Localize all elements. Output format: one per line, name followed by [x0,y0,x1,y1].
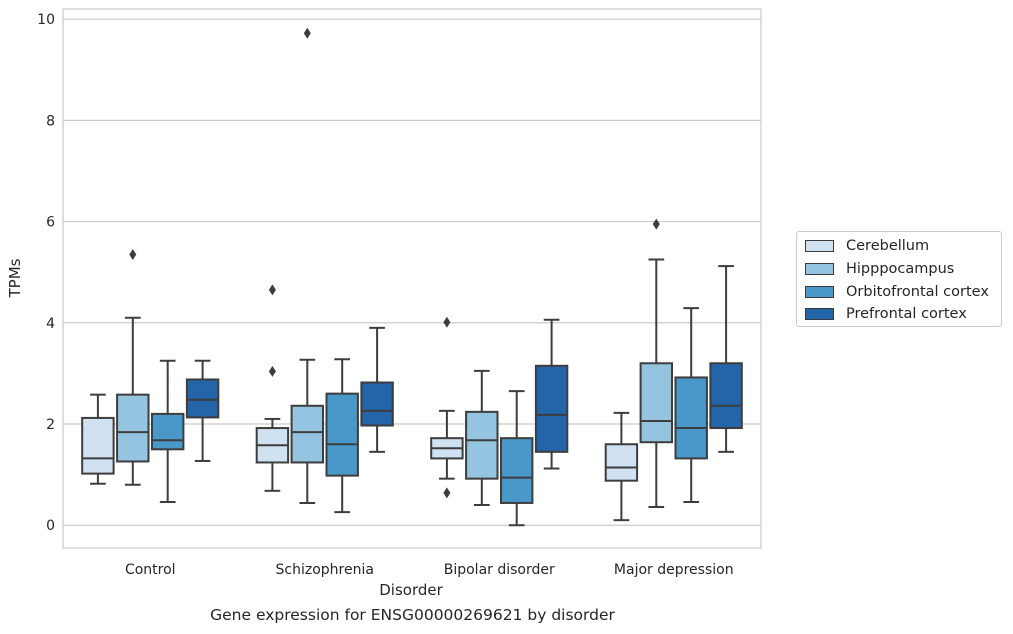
outlier-point [443,316,451,328]
outlier-point [268,365,276,377]
legend-swatch-hippocampus [805,263,834,275]
box-iqr [290,404,325,464]
y-tick-label: 10 [37,12,55,28]
legend: Cerebellum Hipppocampus Orbitofrontal co… [796,231,1002,327]
box-0-2 [430,316,464,499]
box-iqr [534,364,569,453]
legend-swatch-cerebellum [805,240,834,252]
box-3-1 [360,326,394,453]
figure-caption: Gene expression for ENSG00000269621 by d… [210,606,615,624]
box-2-2 [499,390,534,527]
y-axis-label: TPMs [6,258,24,298]
y-tick-labels: 0 2 4 6 8 10 [37,12,55,534]
y-tick-label: 4 [46,316,55,332]
legend-item-hippocampus: Hipppocampus [805,259,954,279]
box-3-2 [534,318,569,470]
plot-frame [62,8,762,549]
box-iqr [709,362,743,430]
x-tick-label: Schizophrenia [276,562,374,578]
box-1-2 [465,369,499,506]
y-tick-label: 2 [46,417,55,433]
box-iqr [325,392,359,477]
y-tick-label: 8 [46,113,55,129]
legend-item-cerebellum: Cerebellum [805,236,929,256]
box-1-3 [639,218,674,509]
box-2-3 [674,307,708,503]
y-tick-label: 0 [46,518,55,534]
legend-swatch-orbitofrontal-cortex [805,286,834,298]
outlier-point [268,284,276,296]
box-iqr [360,381,394,427]
box-1-0 [116,248,150,486]
legend-swatch-prefrontal-cortex [805,308,834,320]
box-iqr [81,416,115,475]
box-iqr [639,362,674,444]
y-tick-label: 6 [46,215,55,231]
x-axis-label: Disorder [379,581,443,599]
legend-label-cerebellum: Cerebellum [846,238,930,254]
box-2-0 [150,359,185,503]
box-1-1 [290,27,325,504]
x-tick-labels: Control Schizophrenia Bipolar disorder Majo… [125,562,734,578]
box-0-0 [81,393,115,485]
box-iqr [465,410,499,480]
box-iqr [604,443,639,482]
box-iqr [185,378,220,419]
box-0-3 [604,411,639,522]
legend-item-orbitofrontal-cortex: Orbitofrontal cortex [805,282,989,302]
x-tick-label: Major depression [614,562,734,578]
legend-label-orbitofrontal-cortex: Orbitofrontal cortex [846,284,989,300]
legend-label-prefrontal-cortex: Prefrontal cortex [846,306,967,322]
box-0-1 [255,284,290,492]
box-iqr [674,376,708,460]
box-3-0 [185,359,220,462]
outlier-point [652,218,660,230]
x-tick-label: Control [125,562,176,578]
box-plot-marks [81,27,743,527]
box-iqr [499,437,534,504]
x-tick-label: Bipolar disorder [444,562,555,578]
legend-item-prefrontal-cortex: Prefrontal cortex [805,304,967,324]
box-3-3 [709,265,743,453]
outlier-point [443,487,451,499]
box-2-1 [325,358,359,514]
outlier-point [129,248,137,260]
box-iqr [116,393,150,463]
outlier-point [303,27,311,39]
box-iqr [150,412,185,451]
legend-label-hippocampus: Hipppocampus [846,261,955,277]
